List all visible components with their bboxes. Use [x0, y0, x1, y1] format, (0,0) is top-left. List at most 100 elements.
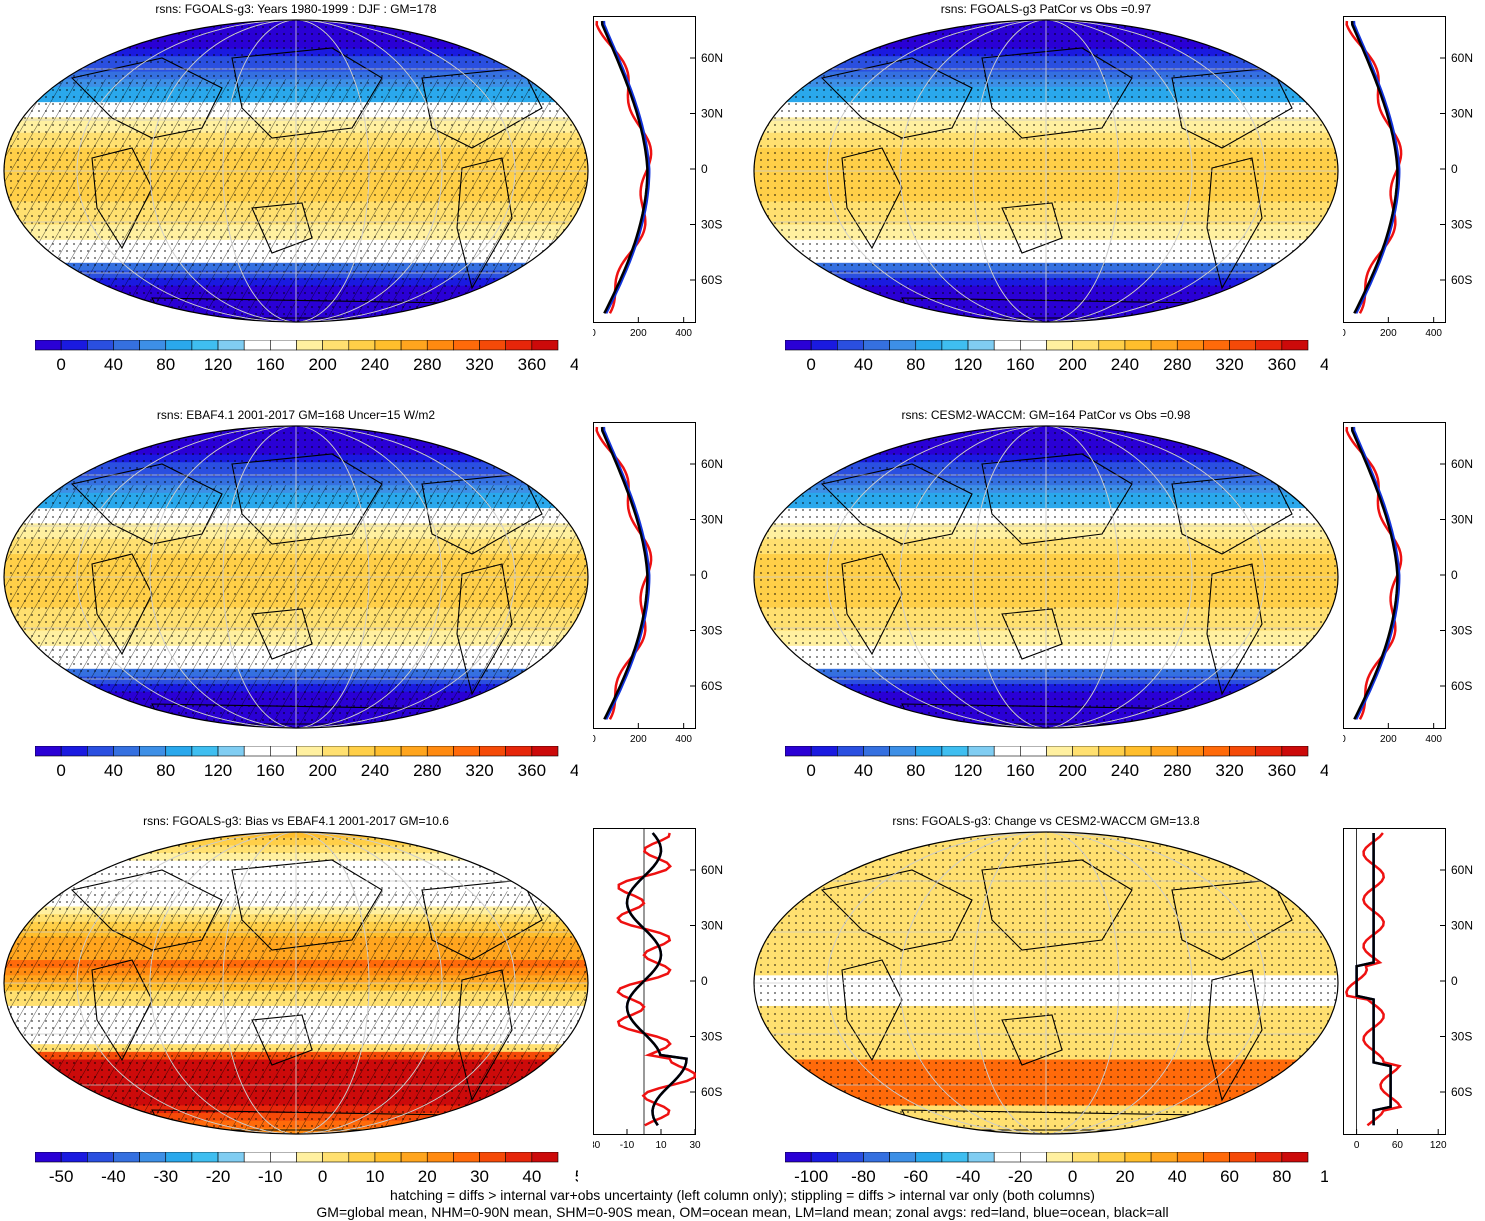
colorbar-box: [505, 746, 533, 757]
map: [3, 19, 589, 323]
zonal-lat-label: 0: [1451, 974, 1458, 988]
colorbar-tick-label: 400: [1320, 761, 1328, 780]
colorbar-box: [1281, 340, 1309, 351]
colorbar-box: [453, 746, 480, 757]
colorbar-box: [86, 340, 114, 351]
map: [753, 425, 1339, 729]
panel-3: rsns: EBAF4.1 2001-2017 GM=168 Uncer=15 …: [0, 406, 735, 806]
zonal-x-tick-label: 200: [1380, 734, 1397, 745]
colorbar-box: [165, 340, 193, 351]
zonal-lat-label: 60N: [1451, 863, 1473, 877]
zonal-mean-plot: 60N 30N 0 30S 60S 0 60 120: [1343, 828, 1473, 1151]
colorbar-box: [1046, 340, 1073, 351]
colorbar-box: [967, 746, 995, 757]
colorbar-tick-label: 30: [470, 1167, 489, 1186]
colorbar-tick-label: 0: [56, 355, 65, 374]
footer-line-1: hatching = diffs > internal var+obs unce…: [390, 1187, 1095, 1203]
colorbar-tick-label: 280: [413, 761, 441, 780]
zonal-line-all: [1350, 426, 1399, 720]
colorbar-tick-label: 80: [906, 761, 925, 780]
colorbar: 0 40 80 120 160 200 240 280 320 360 400: [785, 340, 1328, 374]
colorbar-box: [1229, 340, 1256, 351]
map: [753, 831, 1339, 1135]
colorbar-box: [1124, 746, 1152, 757]
colorbar-tick-label: -40: [956, 1167, 981, 1186]
zonal-line-ocean: [602, 426, 651, 720]
colorbar-box: [400, 746, 428, 757]
colorbar-box: [889, 1152, 917, 1163]
zonal-lat-label: 30S: [1451, 218, 1472, 232]
colorbar-box: [374, 340, 402, 351]
colorbar-box: [967, 1152, 995, 1163]
zonal-lat-label: 60S: [701, 1085, 722, 1099]
colorbar-tick-label: 40: [522, 1167, 541, 1186]
colorbar-box: [863, 1152, 890, 1163]
zonal-lat-label: 60N: [701, 863, 723, 877]
zonal-mean-plot: 60N 30N 0 30S 60S -30 -10 10 30: [593, 828, 723, 1151]
colorbar-box: [217, 340, 245, 351]
footer-line-2: GM=global mean, NHM=0-90N mean, SHM=0-90…: [316, 1204, 1169, 1220]
zonal-lat-label: 30N: [701, 919, 723, 933]
colorbar-box: [139, 340, 167, 351]
zonal-x-tick-label: 200: [630, 734, 647, 745]
zonal-lat-label: 60S: [701, 273, 722, 287]
colorbar-box: [35, 746, 62, 757]
colorbar-box: [400, 1152, 428, 1163]
colorbar-tick-label: 240: [1111, 761, 1139, 780]
colorbar-box: [86, 746, 114, 757]
colorbar-box: [1150, 746, 1178, 757]
zonal-line-ocean: [1352, 426, 1401, 720]
colorbar-tick-label: 0: [806, 355, 815, 374]
colorbar-box: [1176, 1152, 1204, 1163]
colorbar-box: [243, 1152, 271, 1163]
zonal-x-tick-label: 400: [675, 734, 692, 745]
colorbar-box: [139, 746, 167, 757]
colorbar-box: [296, 746, 323, 757]
colorbar-box: [1150, 340, 1178, 351]
zonal-lat-label: 30S: [701, 624, 722, 638]
colorbar-tick-label: 80: [156, 355, 175, 374]
colorbar-box: [1255, 340, 1283, 351]
colorbar-tick-label: 40: [854, 761, 873, 780]
colorbar-box: [113, 746, 140, 757]
zonal-lat-label: 30S: [701, 218, 722, 232]
colorbar-tick-label: 400: [1320, 355, 1328, 374]
zonal-lat-label: 60S: [1451, 273, 1472, 287]
colorbar-box: [1281, 746, 1309, 757]
colorbar-tick-label: 200: [1058, 355, 1086, 374]
zonal-x-tick-label: 60: [1392, 1140, 1404, 1151]
map: [3, 831, 589, 1135]
panel-6: rsns: FGOALS-g3: Change vs CESM2-WACCM G…: [750, 812, 1485, 1212]
colorbar-box: [35, 1152, 62, 1163]
zonal-mean-plot: 60N 30N 0 30S 60S 0 200 400: [1343, 16, 1473, 339]
colorbar-tick-label: 160: [1006, 761, 1034, 780]
colorbar-tick-label: 80: [906, 355, 925, 374]
colorbar-box: [785, 1152, 812, 1163]
colorbar-box: [60, 340, 88, 351]
colorbar-box: [915, 746, 943, 757]
colorbar-box: [967, 340, 995, 351]
colorbar-tick-label: 40: [854, 355, 873, 374]
colorbar-box: [191, 746, 219, 757]
colorbar-box: [243, 340, 271, 351]
zonal-x-tick-label: 120: [1430, 1140, 1447, 1151]
colorbar-box: [191, 1152, 219, 1163]
colorbar-box: [810, 340, 838, 351]
colorbar-box: [531, 746, 559, 757]
map: [753, 19, 1339, 323]
zonal-line-all: [600, 426, 649, 720]
colorbar-tick-label: 240: [361, 355, 389, 374]
colorbar-box: [348, 746, 376, 757]
panel-1: rsns: FGOALS-g3: Years 1980-1999 : DJF :…: [0, 0, 735, 400]
panel-title: rsns: FGOALS-g3 PatCor vs Obs =0.97: [940, 2, 1152, 16]
colorbar-tick-label: 360: [518, 761, 546, 780]
colorbar-tick-label: 0: [1068, 1167, 1077, 1186]
colorbar-box: [836, 1152, 864, 1163]
colorbar-tick-label: 400: [570, 355, 578, 374]
colorbar-box: [836, 340, 864, 351]
colorbar-box: [426, 340, 454, 351]
zonal-line-land: [616, 832, 696, 1127]
colorbar-box: [531, 1152, 559, 1163]
colorbar-box: [453, 340, 480, 351]
colorbar-tick-label: -10: [258, 1167, 283, 1186]
